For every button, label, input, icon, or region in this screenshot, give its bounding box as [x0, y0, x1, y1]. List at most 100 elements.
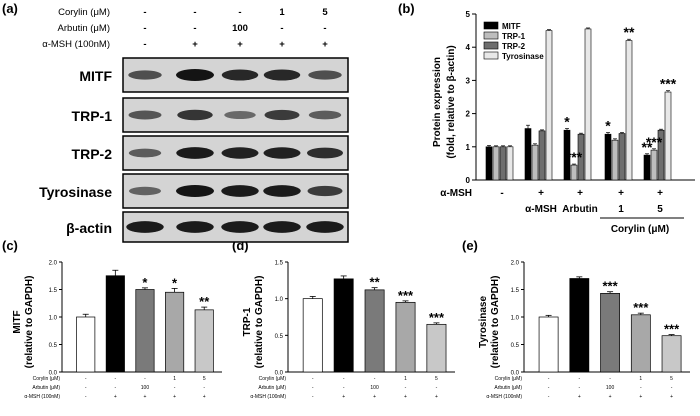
treatment-row-value: + [639, 394, 642, 400]
treatment-value: + [237, 39, 243, 50]
y-tick-label: 0.0 [275, 371, 284, 377]
western-blot: MITF TRP-1 TRP-2 Tyrosinase β-actin [39, 57, 349, 243]
treatment-row-value: - [85, 376, 87, 382]
chart-b-ylabel-2: (fold, relative to β-actin) [446, 45, 457, 158]
bar [524, 128, 532, 181]
legend-label: TRP-2 [502, 42, 526, 51]
significance-marker: ** [370, 275, 381, 290]
bar [538, 316, 559, 373]
bar [630, 314, 651, 373]
y-tick-label: 0.5 [275, 334, 284, 340]
treatment-row-value: - [671, 385, 673, 391]
bar [643, 154, 651, 181]
y-tick-label: 1.0 [49, 316, 58, 322]
blot-band [176, 147, 214, 159]
treatment-row-value: + [144, 394, 147, 400]
significance-marker: *** [566, 149, 583, 165]
chart-d-ylabel-2: (relative to GAPDH) [254, 276, 265, 369]
bar [584, 28, 592, 181]
legend-swatch [483, 51, 499, 60]
treatment-row-value: - [578, 376, 580, 382]
bar [545, 30, 553, 181]
significance-marker: * [605, 118, 611, 134]
y-tick-label: 2.0 [49, 261, 58, 267]
y-tick-label: 0.5 [49, 343, 58, 349]
treatment-row-label: Arbutin (μM) [258, 385, 286, 391]
bar [364, 289, 385, 373]
y-tick-label: 2.0 [511, 261, 520, 267]
significance-marker: *** [646, 134, 663, 150]
bar [506, 146, 514, 181]
blot-band [307, 147, 343, 159]
blot-band [221, 221, 259, 233]
treatment-row-value: 1 [404, 376, 407, 382]
treatment-row-value: - [609, 376, 611, 382]
chart-e: Tyrosinase (relative to GAPDH) 0.0 0.5 1.0… [478, 261, 690, 400]
treatment-row-value: - [548, 385, 550, 391]
legend-label: TRP-1 [502, 32, 526, 41]
treatment-label-arbutin: Arbutin (μM) [58, 23, 110, 34]
x-row2-value: 1 [618, 204, 624, 215]
bar [664, 91, 672, 181]
x-row1-value: + [657, 188, 663, 199]
y-tick-label: 5 [466, 10, 471, 19]
significance-marker: ** [199, 294, 210, 309]
treatment-value: 5 [322, 7, 328, 18]
treatment-row-value: - [343, 376, 345, 382]
treatment-row-label: Corylin (μM) [33, 376, 61, 382]
treatment-row-label: Arbutin (μM) [494, 385, 522, 391]
treatment-value: + [279, 39, 285, 50]
x-row1-value: + [577, 188, 583, 199]
treatment-value: - [143, 39, 146, 50]
blot-band [308, 70, 342, 80]
treatment-row-value: + [373, 394, 376, 400]
significance-marker: * [142, 275, 148, 290]
treatment-value: - [280, 23, 283, 34]
chart-d-ylabel-1: TRP-1 [242, 307, 253, 336]
chart-b: Protein expression (fold, relative to β-… [432, 10, 695, 235]
treatment-row-value: - [85, 385, 87, 391]
legend-swatch [483, 31, 499, 40]
treatment-row-value: - [312, 376, 314, 382]
bar [569, 278, 590, 373]
treatment-row-value: + [404, 394, 407, 400]
bar [395, 301, 416, 373]
chart-c-ylabel-1: MITF [12, 310, 23, 333]
blot-band [221, 147, 259, 159]
blot-band [221, 69, 259, 81]
blot-band [128, 70, 162, 80]
blot-band [177, 109, 213, 121]
chart-c-ylabel-2: (relative to GAPDH) [24, 276, 35, 369]
panel-label-a: (a) [2, 1, 18, 16]
treatment-row-value: + [578, 394, 581, 400]
significance-marker: *** [664, 322, 680, 337]
treatment-row-value: - [312, 394, 314, 400]
x-row2-value: 5 [657, 204, 663, 215]
y-tick-label: 0.5 [511, 343, 520, 349]
treatment-label-corylin: Corylin (μM) [58, 7, 110, 18]
legend-label: Tyrosinase [502, 52, 544, 61]
blot-treatment-header: Corylin (μM) Arbutin (μM) α-MSH (100nM) … [42, 7, 328, 50]
treatment-row-label: Arbutin (μM) [32, 385, 60, 391]
y-tick-label: 0.0 [511, 371, 520, 377]
blot-row-label: MITF [79, 68, 112, 84]
bar [165, 291, 185, 373]
bar [135, 289, 155, 373]
treatment-row-value: - [174, 385, 176, 391]
legend-label: MITF [502, 22, 521, 31]
panel-label-c: (c) [2, 238, 18, 253]
chart-e-ylabel-1: Tyrosinase [478, 296, 489, 348]
significance-marker: ** [642, 139, 653, 155]
treatment-row-label: Corylin (μM) [259, 376, 287, 382]
y-tick-label: 0.0 [49, 371, 58, 377]
y-tick-label: 1.5 [275, 261, 284, 267]
significance-marker: *** [398, 288, 414, 303]
blot-band [307, 185, 343, 197]
treatment-row-value: + [670, 394, 673, 400]
treatment-row-value: - [548, 394, 550, 400]
bar [333, 278, 354, 373]
blot-band [263, 185, 301, 197]
panel-label-b: (b) [398, 1, 415, 16]
treatment-row-value: - [640, 385, 642, 391]
treatment-value: 1 [279, 7, 285, 18]
